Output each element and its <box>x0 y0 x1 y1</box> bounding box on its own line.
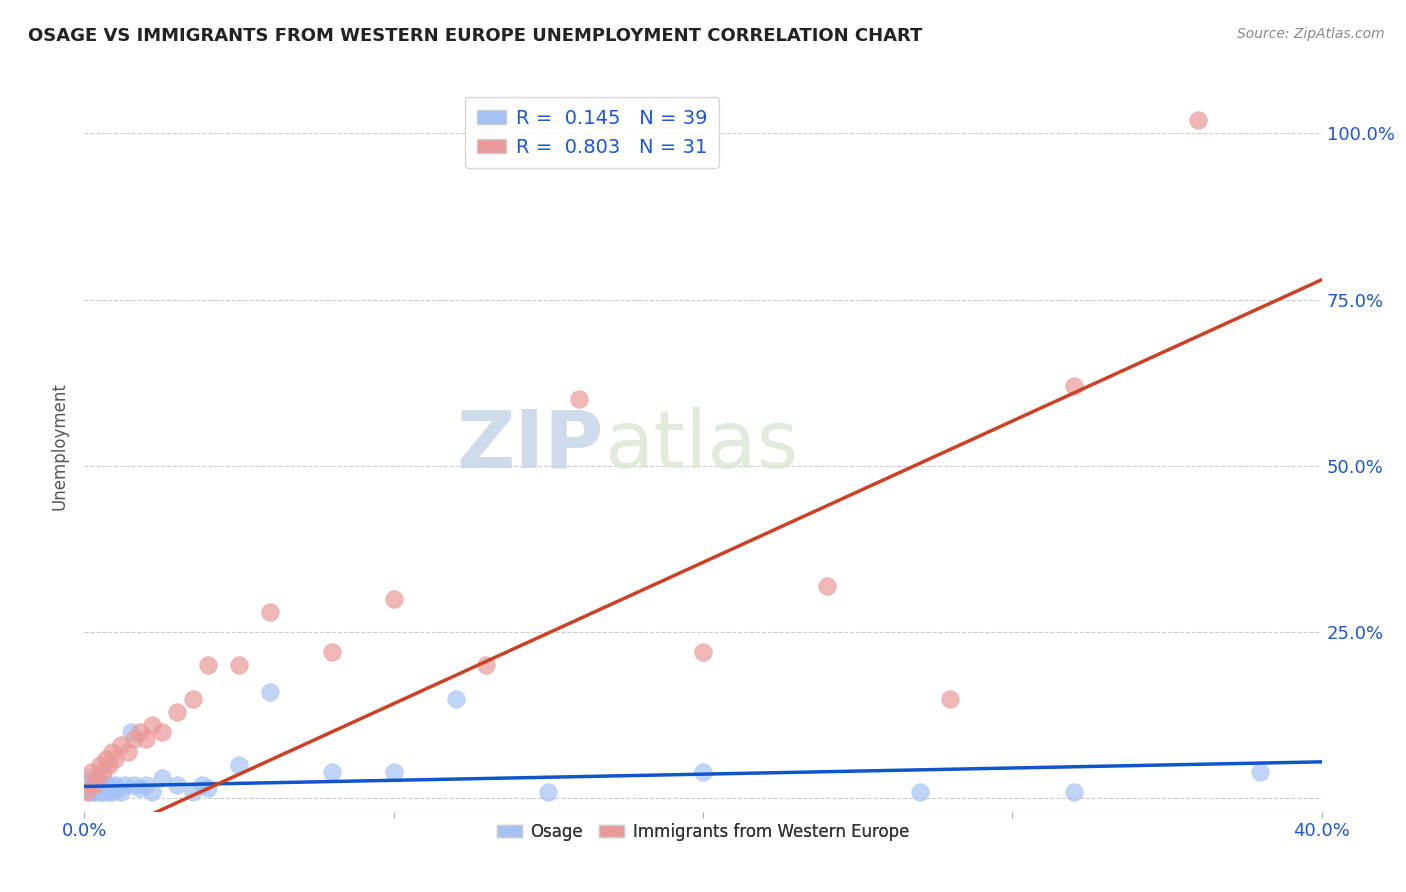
Point <box>98 758 121 772</box>
Point <box>150 772 173 786</box>
Point <box>1063 785 1085 799</box>
Point <box>110 738 132 752</box>
Point <box>104 778 127 792</box>
Point <box>86 781 108 796</box>
Point <box>444 691 467 706</box>
Point <box>79 764 101 779</box>
Point <box>129 725 152 739</box>
Point <box>141 718 163 732</box>
Y-axis label: Unemployment: Unemployment <box>51 382 69 510</box>
Point <box>91 785 114 799</box>
Point <box>150 725 173 739</box>
Point <box>91 778 114 792</box>
Point <box>76 778 98 792</box>
Point <box>191 778 214 792</box>
Point <box>101 745 124 759</box>
Point <box>107 781 129 796</box>
Point <box>135 731 157 746</box>
Point <box>228 758 250 772</box>
Point <box>86 778 108 792</box>
Point <box>89 785 111 799</box>
Point <box>382 764 405 779</box>
Text: Source: ZipAtlas.com: Source: ZipAtlas.com <box>1237 27 1385 41</box>
Legend: Osage, Immigrants from Western Europe: Osage, Immigrants from Western Europe <box>491 816 915 847</box>
Point <box>1187 113 1209 128</box>
Point <box>692 764 714 779</box>
Point <box>98 778 121 792</box>
Point <box>122 778 145 792</box>
Point <box>79 772 101 786</box>
Point <box>181 691 204 706</box>
Point <box>122 731 145 746</box>
Point <box>141 785 163 799</box>
Point <box>98 785 121 799</box>
Text: atlas: atlas <box>605 407 799 485</box>
Point <box>135 778 157 792</box>
Point <box>166 705 188 719</box>
Point <box>79 785 101 799</box>
Point <box>94 751 117 765</box>
Point <box>101 785 124 799</box>
Point <box>129 781 152 796</box>
Point <box>89 758 111 772</box>
Point <box>76 785 98 799</box>
Point <box>537 785 560 799</box>
Point <box>321 764 343 779</box>
Point <box>939 691 962 706</box>
Point <box>83 778 105 792</box>
Point <box>104 751 127 765</box>
Point <box>475 658 498 673</box>
Point <box>117 745 139 759</box>
Point <box>86 772 108 786</box>
Point <box>197 658 219 673</box>
Point <box>181 785 204 799</box>
Point <box>110 785 132 799</box>
Point <box>83 785 105 799</box>
Point <box>568 392 591 407</box>
Point <box>228 658 250 673</box>
Point <box>692 645 714 659</box>
Point <box>89 774 111 789</box>
Point <box>908 785 931 799</box>
Point <box>815 579 838 593</box>
Point <box>197 781 219 796</box>
Point <box>1063 379 1085 393</box>
Text: OSAGE VS IMMIGRANTS FROM WESTERN EUROPE UNEMPLOYMENT CORRELATION CHART: OSAGE VS IMMIGRANTS FROM WESTERN EUROPE … <box>28 27 922 45</box>
Point <box>114 778 136 792</box>
Point <box>1249 764 1271 779</box>
Point <box>166 778 188 792</box>
Point <box>91 764 114 779</box>
Point <box>83 778 105 792</box>
Point <box>321 645 343 659</box>
Point <box>120 725 142 739</box>
Point <box>259 685 281 699</box>
Text: ZIP: ZIP <box>457 407 605 485</box>
Point <box>382 591 405 606</box>
Point <box>94 781 117 796</box>
Point <box>259 605 281 619</box>
